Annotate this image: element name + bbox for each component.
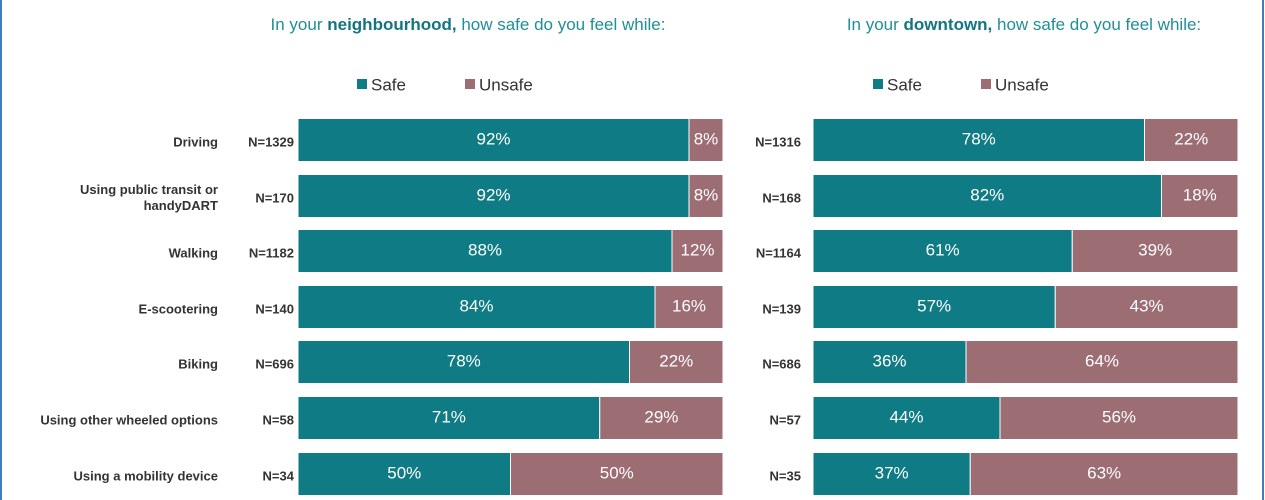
value-label: 43% [1130,296,1164,315]
bar-segment [812,396,1001,440]
legend-swatch [357,79,367,89]
value-label: 36% [872,351,906,370]
value-label: 12% [680,240,714,259]
bar-segment [629,340,724,384]
value-label: 88% [468,240,502,259]
bar-segment [812,174,1162,218]
value-label: 37% [875,463,909,482]
legend-label: Safe [371,75,406,94]
legend-label: Unsafe [479,75,533,94]
value-label: 50% [600,463,634,482]
value-label: 18% [1183,185,1217,204]
category-line: Using public transit or [80,182,218,197]
bar-segment [812,229,1073,273]
n-label: N=35 [770,468,801,483]
value-label: 78% [447,351,481,370]
value-label: 8% [694,185,719,204]
title-part: how safe do you feel while: [992,15,1201,34]
value-label: 84% [459,296,493,315]
category-label: Using other wheeled options [40,412,218,427]
value-label: 56% [1102,407,1136,426]
value-label: 82% [970,185,1004,204]
value-label: 57% [917,296,951,315]
bar-segment [297,285,656,329]
category-label: E-scootering [139,301,219,316]
bar-segment [688,118,724,162]
value-label: 22% [659,351,693,370]
title-part: downtown, [904,15,993,34]
legend-swatch [873,79,883,89]
bar-segment [297,396,601,440]
value-label: 22% [1174,129,1208,148]
value-label: 16% [672,296,706,315]
value-label: 92% [476,129,510,148]
title-part: how safe do you feel while: [457,15,666,34]
bar-segment [1161,174,1239,218]
bar-segment [599,396,724,440]
bar-segment [965,340,1239,384]
n-label: N=686 [762,356,801,371]
value-label: 71% [432,407,466,426]
n-label: N=696 [255,356,294,371]
value-label: 8% [694,129,719,148]
category-label: Biking [178,356,218,371]
legend-swatch [981,79,991,89]
legend-label: Unsafe [995,75,1049,94]
category-label: Walking [169,245,218,260]
category-line: handyDART [144,198,218,213]
value-label: 61% [926,240,960,259]
bar-segment [688,174,724,218]
n-label: N=170 [255,190,294,205]
value-label: 44% [889,407,923,426]
n-label: N=139 [762,301,801,316]
bar-segment [297,229,673,273]
n-label: N=1164 [756,245,802,260]
bar-segment [297,174,690,218]
n-label: N=58 [263,412,294,427]
n-label: N=34 [263,468,295,483]
value-label: 29% [644,407,678,426]
bar-segment [1071,229,1239,273]
bar-segment [812,285,1056,329]
bar-segment [297,118,690,162]
value-label: 50% [387,463,421,482]
value-label: 63% [1087,463,1121,482]
title-part: In your [271,15,328,34]
chart-title: In your downtown, how safe do you feel w… [847,15,1201,34]
bar-segment [1054,285,1239,329]
n-label: N=1329 [248,134,294,149]
bar-segment [671,229,724,273]
title-part: In your [847,15,904,34]
bar-segment [654,285,724,329]
bar-segment [1144,118,1239,162]
value-label: 64% [1085,351,1119,370]
n-label: N=1316 [755,134,801,149]
value-label: 92% [476,185,510,204]
bar-segment [999,396,1239,440]
bar-segment [812,340,967,384]
n-label: N=1182 [249,245,294,260]
n-label: N=140 [255,301,294,316]
chart-title: In your neighbourhood, how safe do you f… [271,15,666,34]
value-label: 39% [1138,240,1172,259]
bar-segment [510,452,724,496]
bar-segment [812,452,971,496]
value-label: 78% [962,129,996,148]
legend-swatch [465,79,475,89]
category-label: Using public transit or handyDART [80,182,218,213]
category-label: Using a mobility device [74,468,219,483]
title-part: neighbourhood, [327,15,456,34]
category-label: Driving [173,134,218,149]
bar-segment [969,452,1239,496]
n-label: N=57 [770,412,801,427]
n-label: N=168 [762,190,801,205]
legend-label: Safe [887,75,922,94]
